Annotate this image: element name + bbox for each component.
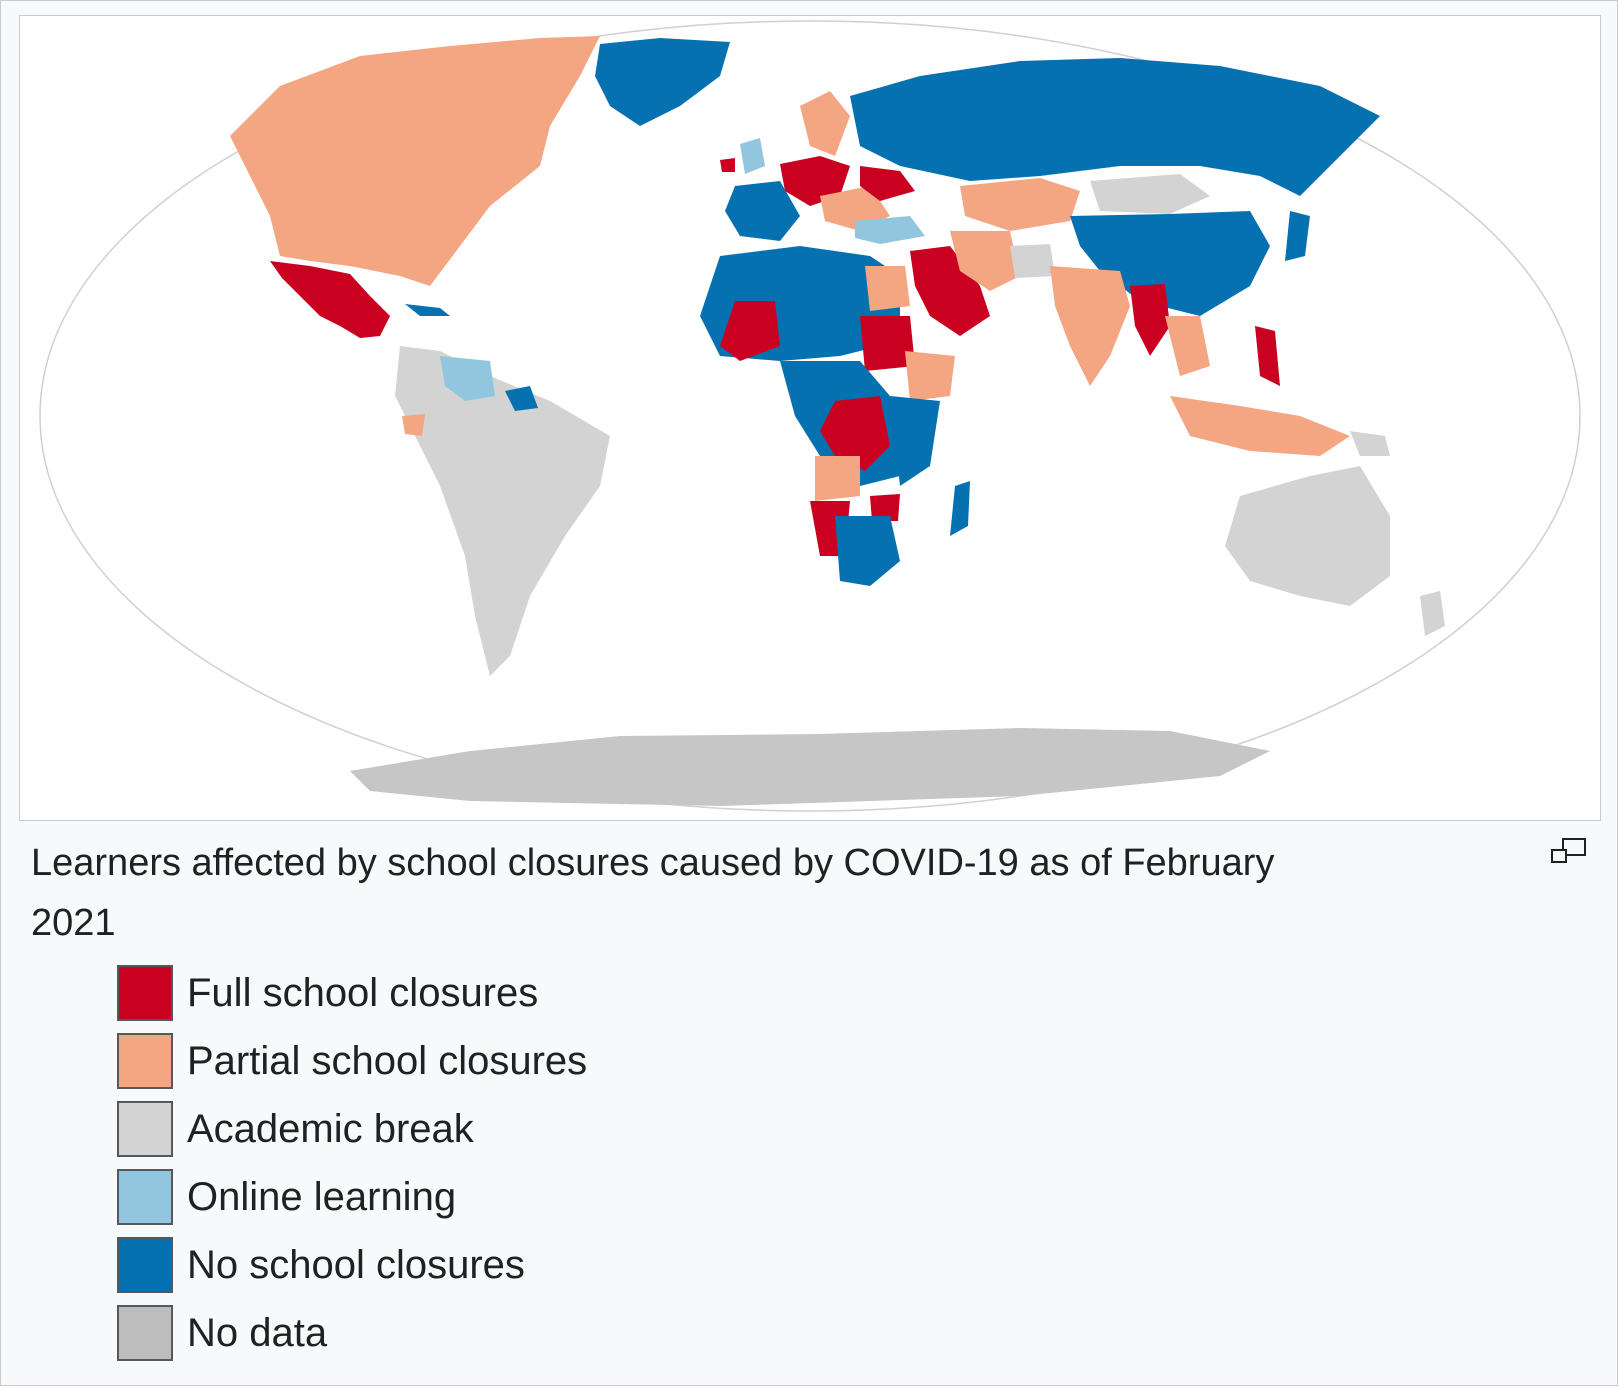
legend-label: Full school closures [187, 970, 539, 1015]
legend-item-no-closures: No school closures [117, 1231, 587, 1299]
magnify-icon[interactable] [1549, 837, 1589, 867]
map-legend: Full school closures Partial school clos… [117, 959, 587, 1367]
region-madagascar [950, 481, 970, 536]
legend-label: No school closures [187, 1242, 525, 1287]
legend-item-full-closures: Full school closures [117, 959, 587, 1027]
legend-label: No data [187, 1310, 328, 1355]
region-turkey [855, 216, 925, 244]
region-zambia [870, 494, 900, 521]
legend-swatch-full-closures [117, 965, 173, 1021]
region-indonesia [1170, 396, 1350, 456]
legend-item-online-learning: Online learning [117, 1163, 587, 1231]
legend-item-academic-break: Academic break [117, 1095, 587, 1163]
region-arabia [910, 246, 990, 336]
region-mexico [270, 261, 390, 338]
region-indochina [1165, 316, 1210, 376]
legend-swatch-online-learning [117, 1169, 173, 1225]
region-angola [815, 456, 860, 501]
region-western-europe [725, 181, 800, 241]
region-greenland [595, 38, 730, 126]
legend-swatch-academic-break [117, 1101, 173, 1157]
region-mali [720, 301, 780, 361]
region-afghanistan [1010, 244, 1055, 278]
region-central-asia [960, 178, 1080, 231]
region-india [1050, 266, 1130, 386]
region-iran [950, 231, 1020, 291]
region-china [1070, 211, 1270, 316]
legend-label: Academic break [187, 1106, 474, 1151]
region-philippines [1255, 326, 1280, 386]
region-south-america [395, 346, 610, 676]
legend-swatch-no-closures [117, 1237, 173, 1293]
region-egypt [865, 266, 910, 311]
region-png [1350, 431, 1390, 456]
legend-label: Online learning [187, 1174, 457, 1219]
region-sudan [860, 316, 915, 371]
region-ecuador [402, 414, 425, 436]
region-drc [820, 396, 890, 471]
region-russia [850, 58, 1380, 196]
legend-item-partial-closures: Partial school closures [117, 1027, 587, 1095]
region-ukraine [860, 166, 915, 201]
region-north-america [230, 36, 600, 286]
legend-swatch-no-data [117, 1305, 173, 1361]
region-southern-africa [835, 516, 900, 586]
world-map-svg [39, 20, 1581, 812]
legend-item-no-data: No data [117, 1299, 587, 1367]
region-mongolia [1090, 174, 1210, 214]
map-caption: Learners affected by school closures cau… [31, 842, 1275, 944]
region-guianas [505, 386, 538, 411]
region-uk [740, 138, 765, 174]
region-ethiopia [905, 351, 955, 401]
region-caribbean [405, 304, 450, 316]
region-scandinavia [800, 91, 850, 156]
region-myanmar [1130, 284, 1170, 356]
legend-swatch-partial-closures [117, 1033, 173, 1089]
region-new-zealand [1420, 591, 1445, 636]
region-antarctica [350, 728, 1270, 806]
region-australia [1225, 466, 1390, 606]
world-map[interactable] [19, 15, 1601, 821]
region-ireland [720, 158, 735, 172]
region-japan [1285, 211, 1310, 261]
legend-label: Partial school closures [187, 1038, 588, 1083]
region-east-africa [890, 396, 940, 486]
region-venezuela [440, 356, 495, 401]
